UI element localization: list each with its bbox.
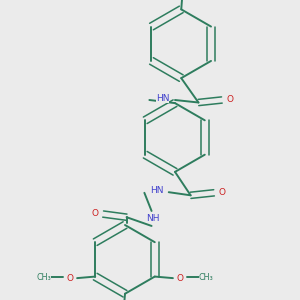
Text: O: O xyxy=(218,188,225,197)
Text: NH: NH xyxy=(146,214,160,223)
Text: HN: HN xyxy=(156,94,169,103)
Text: O: O xyxy=(177,274,184,283)
Text: HN: HN xyxy=(150,186,164,195)
Text: CH₃: CH₃ xyxy=(199,273,214,282)
Text: O: O xyxy=(226,95,233,104)
Text: O: O xyxy=(66,274,73,283)
Text: O: O xyxy=(92,209,99,218)
Text: CH₃: CH₃ xyxy=(36,273,51,282)
